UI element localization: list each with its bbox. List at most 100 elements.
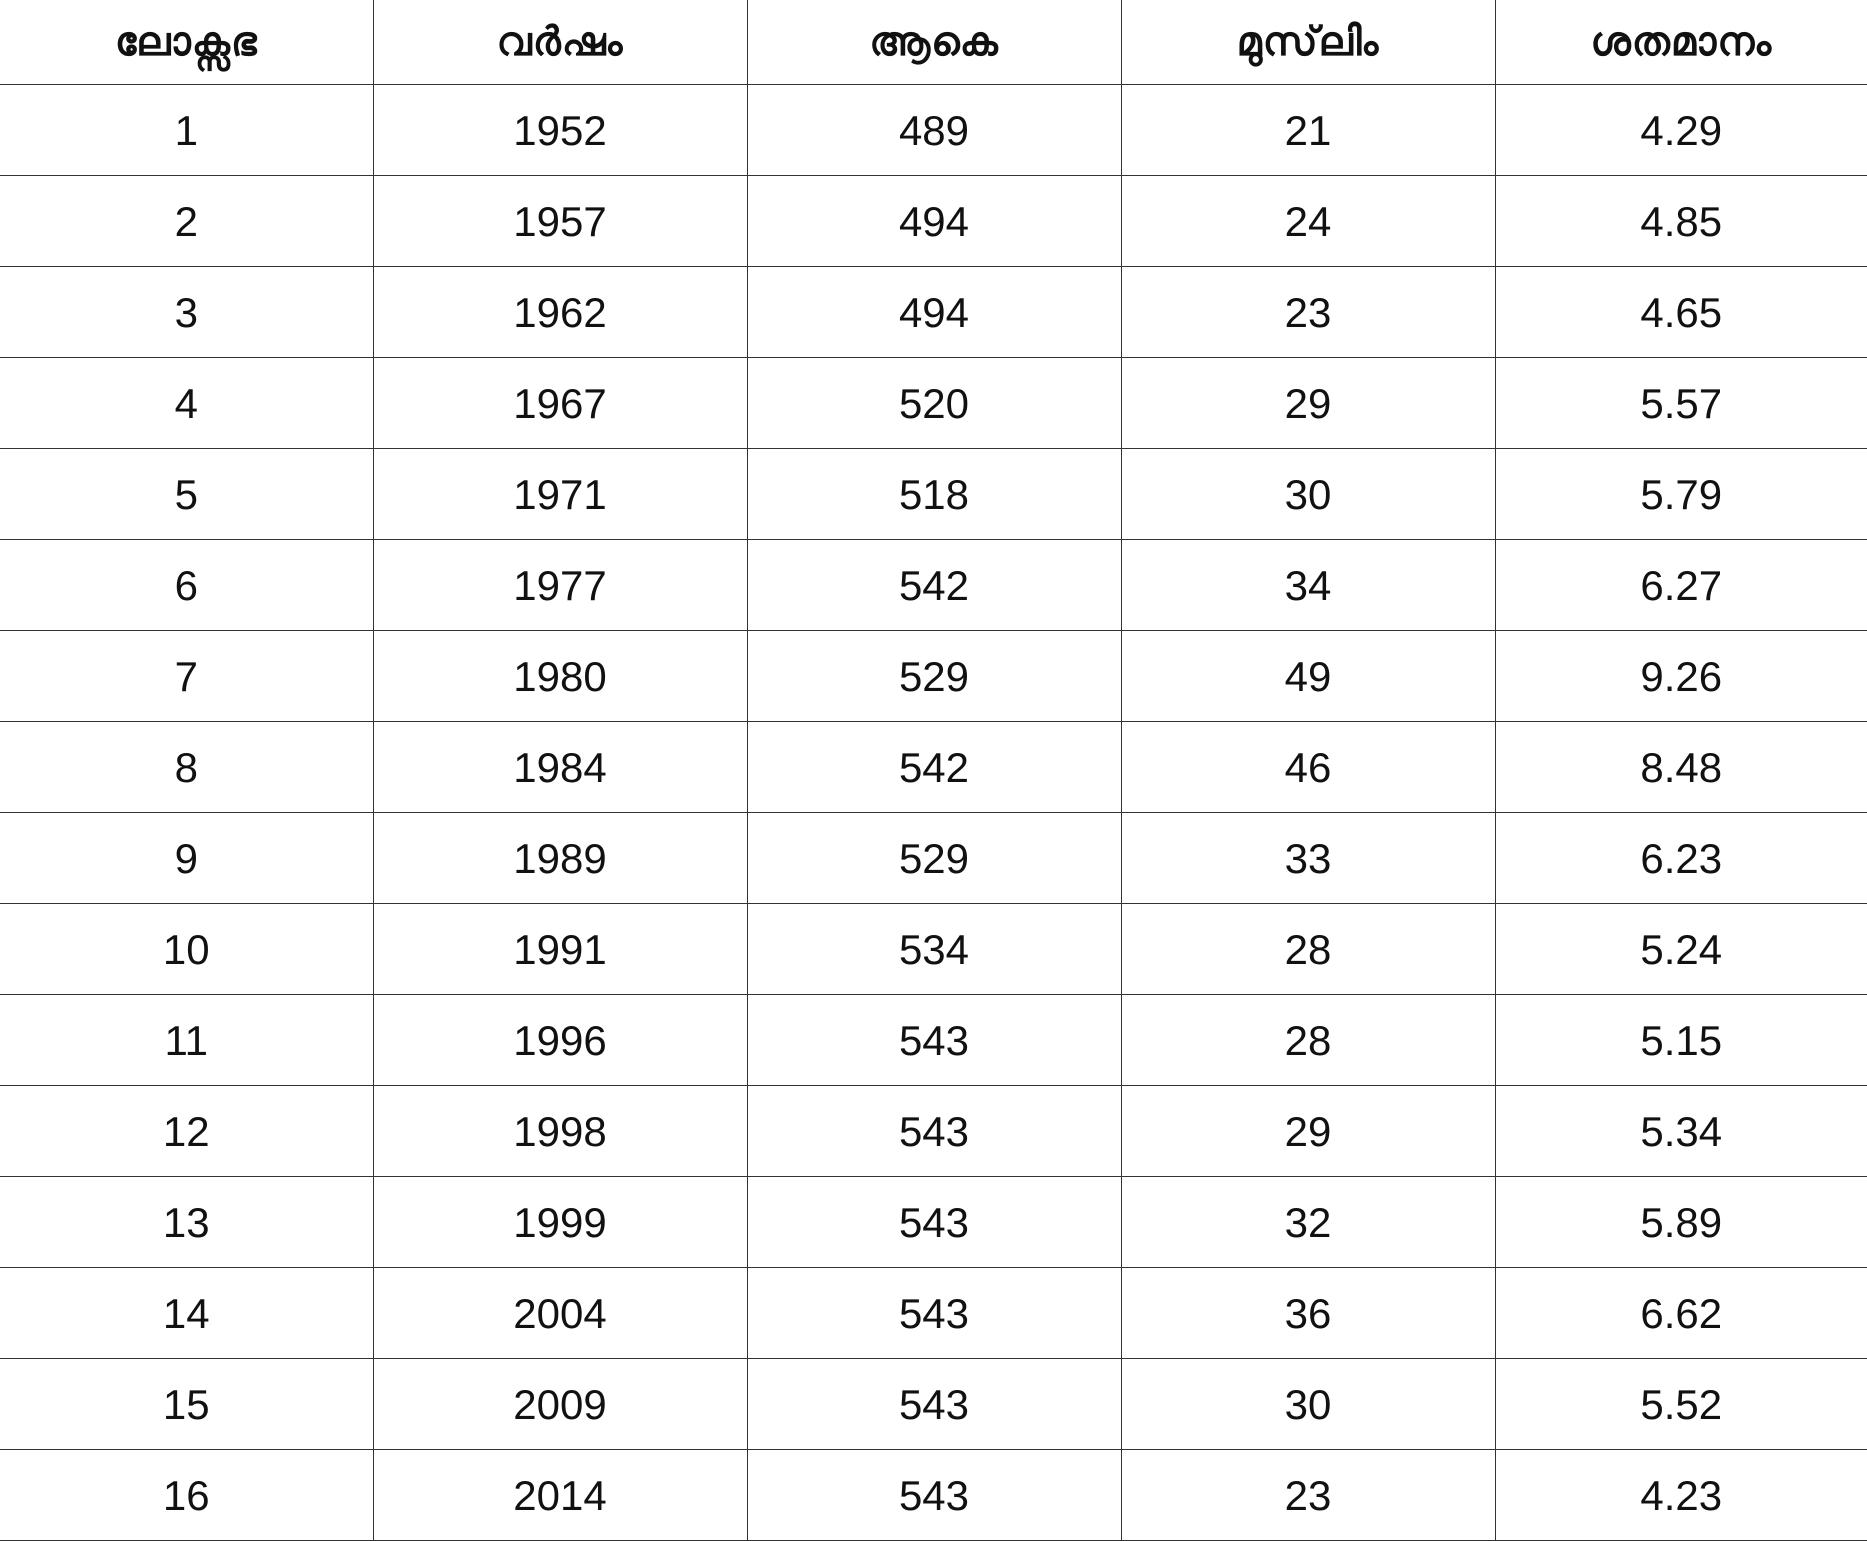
cell-percentage: 5.24: [1494, 903, 1867, 995]
cell-total: 543: [746, 1358, 1121, 1450]
cell-muslim: 46: [1120, 721, 1495, 813]
cell-percentage: 5.52: [1494, 1358, 1867, 1450]
cell-lok-sabha: 14: [0, 1267, 373, 1359]
cell-total: 543: [746, 994, 1121, 1086]
cell-total: 543: [746, 1085, 1121, 1177]
header-percentage: ശതമാനം: [1494, 0, 1867, 85]
cell-muslim: 36: [1120, 1267, 1495, 1359]
cell-percentage: 9.26: [1494, 630, 1867, 722]
cell-percentage: 8.48: [1494, 721, 1867, 813]
cell-muslim: 29: [1120, 357, 1495, 449]
cell-year: 2014: [372, 1449, 747, 1541]
cell-lok-sabha: 16: [0, 1449, 373, 1541]
cell-lok-sabha: 15: [0, 1358, 373, 1450]
header-total: ആകെ: [746, 0, 1121, 85]
cell-percentage: 4.23: [1494, 1449, 1867, 1541]
cell-muslim: 23: [1120, 266, 1495, 358]
cell-year: 1952: [372, 84, 747, 176]
cell-muslim: 29: [1120, 1085, 1495, 1177]
table-row: 14 2004 543 36 6.62: [0, 1267, 1867, 1359]
cell-total: 489: [746, 84, 1121, 176]
cell-year: 1989: [372, 812, 747, 904]
cell-year: 1996: [372, 994, 747, 1086]
cell-total: 529: [746, 630, 1121, 722]
table-row: 13 1999 543 32 5.89: [0, 1176, 1867, 1268]
table-row: 10 1991 534 28 5.24: [0, 903, 1867, 995]
table-body: 1 1952 489 21 4.29 2 1957 494 24 4.85 3 1962 494 23 4.…: [0, 84, 1867, 1541]
header-lok-sabha: ലോക്സഭ: [0, 0, 373, 85]
table-row: 16 2014 543 23 4.23: [0, 1449, 1867, 1541]
table-row: 1 1952 489 21 4.29: [0, 84, 1867, 176]
cell-muslim: 32: [1120, 1176, 1495, 1268]
cell-lok-sabha: 5: [0, 448, 373, 540]
cell-lok-sabha: 13: [0, 1176, 373, 1268]
cell-percentage: 5.79: [1494, 448, 1867, 540]
table-row: 3 1962 494 23 4.65: [0, 266, 1867, 358]
table-row: 8 1984 542 46 8.48: [0, 721, 1867, 813]
table-row: 4 1967 520 29 5.57: [0, 357, 1867, 449]
table-row: 5 1971 518 30 5.79: [0, 448, 1867, 540]
cell-percentage: 5.89: [1494, 1176, 1867, 1268]
cell-lok-sabha: 6: [0, 539, 373, 631]
cell-year: 1984: [372, 721, 747, 813]
cell-percentage: 4.85: [1494, 175, 1867, 267]
cell-total: 518: [746, 448, 1121, 540]
table-row: 9 1989 529 33 6.23: [0, 812, 1867, 904]
cell-lok-sabha: 8: [0, 721, 373, 813]
cell-muslim: 23: [1120, 1449, 1495, 1541]
cell-percentage: 4.65: [1494, 266, 1867, 358]
cell-lok-sabha: 10: [0, 903, 373, 995]
cell-muslim: 21: [1120, 84, 1495, 176]
cell-year: 1971: [372, 448, 747, 540]
cell-muslim: 34: [1120, 539, 1495, 631]
cell-year: 1967: [372, 357, 747, 449]
cell-total: 543: [746, 1449, 1121, 1541]
header-year: വർഷം: [372, 0, 747, 85]
table-row: 2 1957 494 24 4.85: [0, 175, 1867, 267]
cell-lok-sabha: 1: [0, 84, 373, 176]
cell-year: 2009: [372, 1358, 747, 1450]
cell-percentage: 5.57: [1494, 357, 1867, 449]
cell-year: 1980: [372, 630, 747, 722]
cell-year: 1999: [372, 1176, 747, 1268]
cell-total: 543: [746, 1176, 1121, 1268]
cell-muslim: 33: [1120, 812, 1495, 904]
cell-year: 2004: [372, 1267, 747, 1359]
cell-lok-sabha: 7: [0, 630, 373, 722]
cell-year: 1957: [372, 175, 747, 267]
cell-percentage: 6.23: [1494, 812, 1867, 904]
cell-year: 1977: [372, 539, 747, 631]
cell-total: 542: [746, 721, 1121, 813]
cell-muslim: 30: [1120, 1358, 1495, 1450]
cell-percentage: 6.27: [1494, 539, 1867, 631]
table-row: 11 1996 543 28 5.15: [0, 994, 1867, 1086]
cell-year: 1962: [372, 266, 747, 358]
table-row: 12 1998 543 29 5.34: [0, 1085, 1867, 1177]
cell-muslim: 24: [1120, 175, 1495, 267]
cell-percentage: 4.29: [1494, 84, 1867, 176]
table-row: 15 2009 543 30 5.52: [0, 1358, 1867, 1450]
cell-total: 543: [746, 1267, 1121, 1359]
cell-muslim: 28: [1120, 903, 1495, 995]
cell-total: 534: [746, 903, 1121, 995]
cell-total: 494: [746, 175, 1121, 267]
cell-year: 1998: [372, 1085, 747, 1177]
cell-percentage: 5.34: [1494, 1085, 1867, 1177]
table-row: 6 1977 542 34 6.27: [0, 539, 1867, 631]
cell-total: 494: [746, 266, 1121, 358]
cell-muslim: 30: [1120, 448, 1495, 540]
cell-lok-sabha: 12: [0, 1085, 373, 1177]
cell-lok-sabha: 3: [0, 266, 373, 358]
cell-muslim: 28: [1120, 994, 1495, 1086]
table-header: ലോക്സഭ വർഷം ആകെ മുസ്‌ലിം ശതമാനം: [0, 0, 1867, 85]
header-muslim: മുസ്‌ലിം: [1120, 0, 1495, 85]
cell-total: 520: [746, 357, 1121, 449]
cell-total: 529: [746, 812, 1121, 904]
cell-lok-sabha: 4: [0, 357, 373, 449]
table-row: 7 1980 529 49 9.26: [0, 630, 1867, 722]
cell-total: 542: [746, 539, 1121, 631]
cell-muslim: 49: [1120, 630, 1495, 722]
cell-lok-sabha: 9: [0, 812, 373, 904]
cell-year: 1991: [372, 903, 747, 995]
